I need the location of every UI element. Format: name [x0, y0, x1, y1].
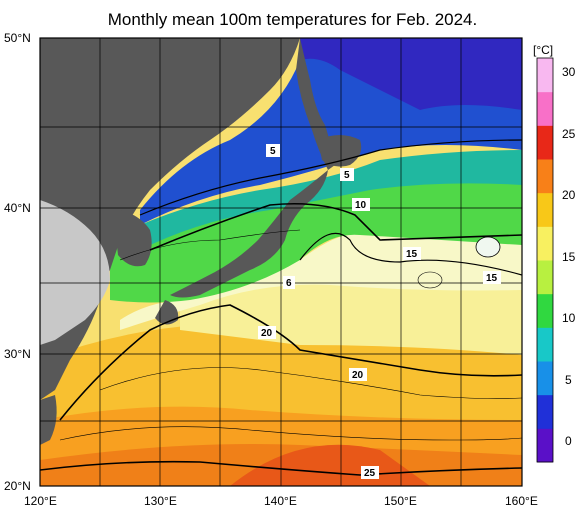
contour-minor-b	[99, 367, 522, 399]
china-light-land	[40, 200, 110, 345]
temp-zone-27	[230, 444, 430, 486]
contour-label-bg	[361, 466, 379, 479]
map-plot-area	[40, 38, 522, 486]
lat-axis: 50°N 40°N 30°N 20°N	[4, 31, 31, 493]
colorbar-unit: [°C]	[533, 43, 553, 57]
contour-label-10: 10	[355, 200, 367, 211]
map-grid	[40, 38, 522, 486]
map-frame	[39, 37, 523, 487]
asia-mainland	[40, 38, 300, 400]
colorbar-step	[537, 327, 553, 362]
colorbar-tick-10: 10	[562, 311, 576, 325]
eddy-a	[417, 271, 443, 289]
contour-25	[40, 460, 522, 476]
lat-label-50: 50°N	[4, 31, 31, 45]
contour-label-bg	[283, 276, 295, 289]
colorbar: [°C] 30 25 20 15 10 5 0	[533, 43, 576, 463]
contour-minor-c	[59, 426, 522, 441]
temp-zone-17	[120, 234, 522, 330]
taiwan-island	[40, 395, 57, 445]
contour-15	[299, 232, 522, 276]
contour-label-15b: 15	[486, 273, 498, 284]
colorbar-frame	[536, 57, 554, 463]
contour-label-5b: 5	[344, 170, 350, 181]
lon-axis: 120°E 130°E 140°E 150°E 160°E	[24, 494, 538, 508]
contour-label-bg	[266, 144, 280, 157]
colorbar-tick-5: 5	[565, 373, 572, 387]
contour-label-bg	[340, 168, 354, 181]
colorbar-step	[537, 260, 553, 295]
lon-label-120: 120°E	[24, 494, 57, 508]
kyushu-island	[155, 300, 179, 325]
colorbar-tick-30: 30	[562, 65, 576, 79]
lon-label-140: 140°E	[264, 494, 297, 508]
lon-label-130: 130°E	[144, 494, 177, 508]
contour-labels: 5 5 10 15 15 6 20 20 25	[258, 144, 501, 479]
contour-label-bg	[403, 247, 421, 260]
colorbar-tick-0: 0	[565, 434, 572, 448]
colorbar-tick-15: 15	[562, 250, 576, 264]
colorbar-step	[537, 125, 553, 160]
lon-label-160: 160°E	[505, 494, 538, 508]
contour-label-bg	[258, 326, 276, 339]
contour-label-6: 6	[286, 278, 292, 289]
colorbar-step	[537, 428, 553, 463]
colorbar-step	[537, 91, 553, 126]
sakhalin-island	[296, 38, 335, 170]
colorbar-step	[537, 192, 553, 227]
contour-label-5a: 5	[270, 146, 276, 157]
colorbar-step	[537, 58, 553, 93]
colorbar-tick-20: 20	[562, 188, 576, 202]
colorbar-step	[537, 293, 553, 328]
lon-label-150: 150°E	[384, 494, 417, 508]
lat-label-40: 40°N	[4, 201, 31, 215]
contour-label-20b: 20	[352, 370, 364, 381]
lat-label-20: 20°N	[4, 479, 31, 493]
temp-zone-12	[110, 170, 522, 303]
colorbar-step	[537, 361, 553, 396]
colorbar-steps	[537, 58, 553, 463]
colorbar-tick-25: 25	[562, 127, 576, 141]
temp-zone-8	[140, 150, 522, 250]
contour-label-bg	[349, 368, 367, 381]
contour-label-25: 25	[364, 468, 376, 479]
contour-label-bg	[352, 198, 370, 211]
eddy-b	[475, 236, 501, 258]
lat-label-30: 30°N	[4, 347, 31, 361]
temp-zone-2	[300, 38, 522, 110]
colorbar-step	[537, 226, 553, 261]
colorbar-step	[537, 394, 553, 429]
contour-label-15a: 15	[406, 249, 418, 260]
map-title: Monthly mean 100m temperatures for Feb. …	[107, 10, 478, 29]
korea-peninsula	[116, 210, 152, 267]
contour-5	[139, 139, 522, 216]
colorbar-step	[537, 159, 553, 194]
contour-label-bg	[483, 271, 501, 284]
contour-label-20a: 20	[261, 328, 273, 339]
contour-10	[149, 202, 522, 251]
